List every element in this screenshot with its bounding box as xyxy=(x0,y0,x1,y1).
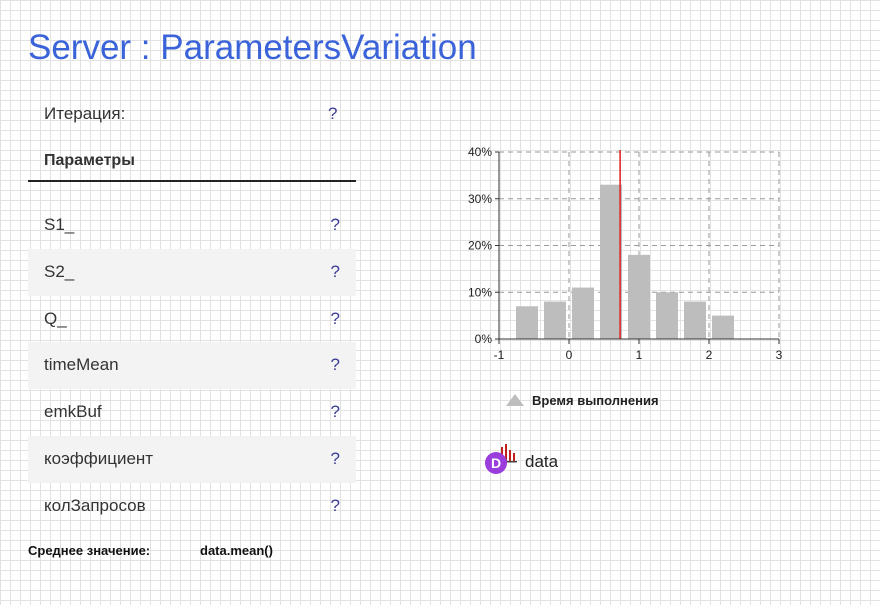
histogram-bar xyxy=(516,306,538,339)
iteration-value: ? xyxy=(328,104,338,123)
histogram-bar xyxy=(544,301,566,339)
parameter-row-s1: S1_ ? xyxy=(28,202,356,249)
histogram-bar xyxy=(628,254,650,339)
histogram-bar xyxy=(656,292,678,339)
histogram-bar xyxy=(684,301,706,339)
x-tick-label: 0 xyxy=(566,348,573,362)
histogram-bar xyxy=(600,184,622,339)
parameter-row-koefficient: коэффициент ? xyxy=(28,436,356,483)
x-tick-label: -1 xyxy=(494,348,505,362)
y-tick-label: 10% xyxy=(468,285,492,299)
dataset-icon[interactable]: D xyxy=(484,443,524,477)
parameter-value: ? xyxy=(330,262,340,281)
parameter-value: ? xyxy=(330,355,340,374)
parameter-value: ? xyxy=(330,449,340,468)
parameter-name: timeMean xyxy=(44,355,119,374)
parameter-row-timemean: timeMean ? xyxy=(28,342,356,389)
legend-swatch-icon xyxy=(506,394,524,406)
parameter-name: S1_ xyxy=(44,215,75,234)
parameter-name: S2_ xyxy=(44,262,75,281)
svg-text:D: D xyxy=(491,455,501,471)
histogram-chart: 0% 10% 20% 30% 40% -1 0 1 2 3 xyxy=(468,145,783,362)
parameter-row-s2: S2_ ? xyxy=(28,249,356,296)
parameters-header: Параметры xyxy=(44,152,135,169)
parameter-value: ? xyxy=(330,309,340,328)
parameter-name: колЗапросов xyxy=(44,496,146,515)
parameter-row-emkbuf: emkBuf ? xyxy=(28,389,356,436)
parameter-row-q: Q_ ? xyxy=(28,296,356,343)
parameter-row-kolzaprosov: колЗапросов ? xyxy=(28,483,356,530)
iteration-label: Итерация: xyxy=(44,104,126,123)
y-tick-label: 20% xyxy=(468,239,492,253)
parameter-name: emkBuf xyxy=(44,402,102,421)
page-title: Server : ParametersVariation xyxy=(28,28,477,67)
y-tick-label: 40% xyxy=(468,145,492,159)
histogram-bar xyxy=(712,315,734,339)
histogram-bar xyxy=(572,287,594,339)
parameter-value: ? xyxy=(330,496,340,515)
parameter-value: ? xyxy=(330,402,340,421)
mean-expression: data.mean() xyxy=(200,543,273,558)
parameter-name: коэффициент xyxy=(44,449,154,468)
y-tick-label: 30% xyxy=(468,192,492,206)
parameters-divider xyxy=(28,180,356,182)
x-tick-label: 1 xyxy=(636,348,643,362)
y-tick-label: 0% xyxy=(475,332,493,346)
x-tick-label: 3 xyxy=(776,348,783,362)
mean-label: Среднее значение: xyxy=(28,543,151,558)
legend-label: Время выполнения xyxy=(532,393,659,408)
dataset-name[interactable]: data xyxy=(525,452,559,471)
parameter-value: ? xyxy=(330,215,340,234)
parameter-name: Q_ xyxy=(44,309,67,328)
x-tick-label: 2 xyxy=(706,348,713,362)
